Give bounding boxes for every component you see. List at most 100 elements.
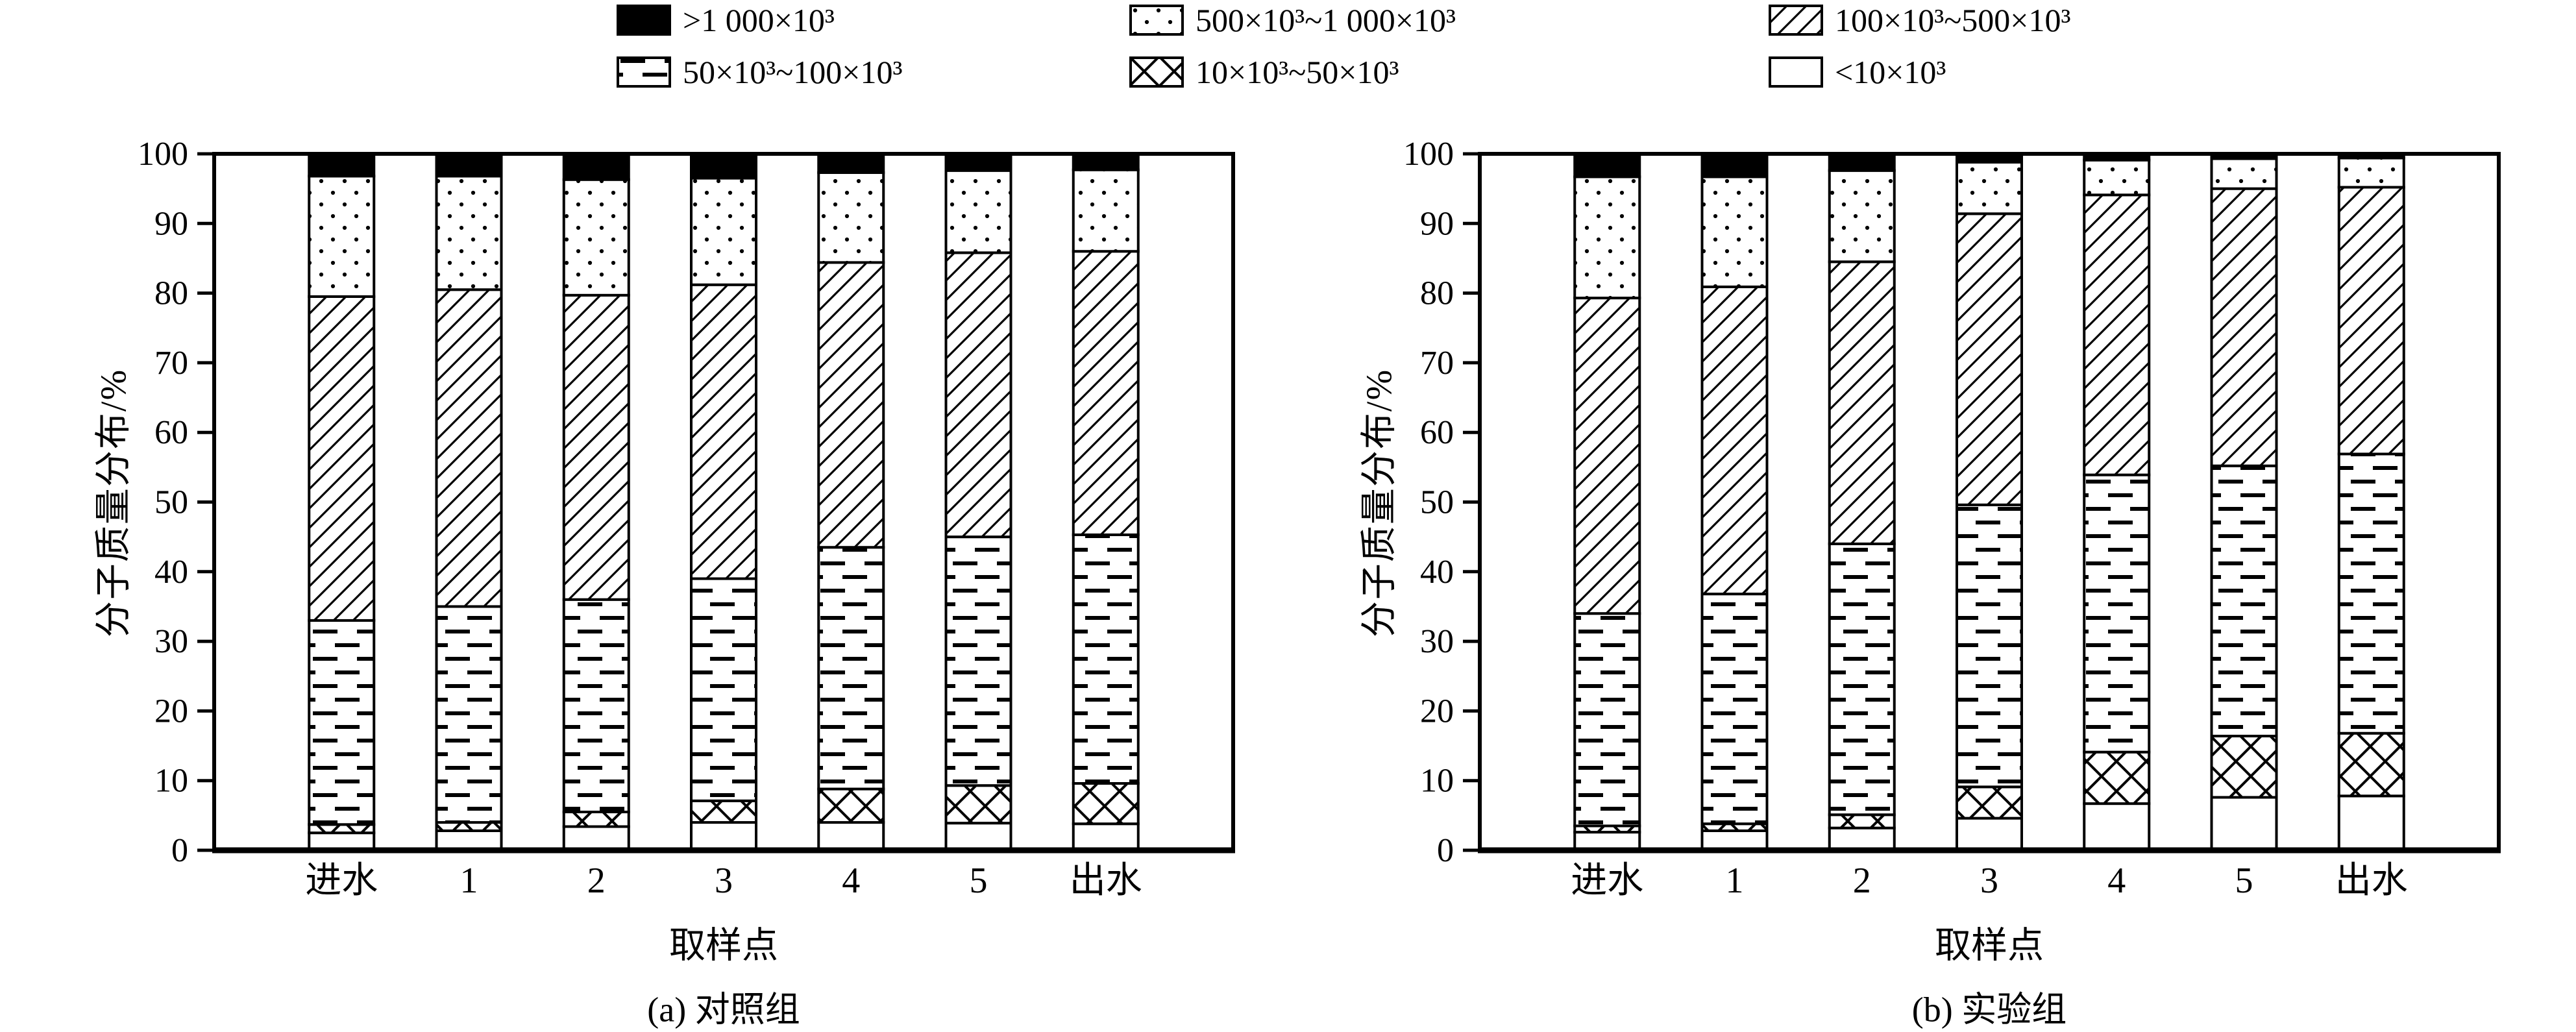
y-tick-label: 30	[1420, 623, 1454, 660]
legend-item-crosshatch: 10×10³~50×10³	[1129, 56, 1399, 88]
legend-item-dotted: 500×10³~1 000×10³	[1129, 4, 1456, 36]
legend-swatch-solid-black-icon	[617, 5, 671, 36]
segment-hatch	[435, 288, 503, 608]
legend-swatch-white-icon	[1769, 56, 1823, 88]
bar-pb-5	[2210, 153, 2278, 852]
segment-dotted	[1828, 169, 1896, 264]
segment-solid-black	[1828, 153, 1896, 172]
segment-white	[2337, 794, 2405, 852]
panel-b-experimental-group: 0 10 20 30 40 50 60 70 80 90 100 进水 1 2 3 4 5 出水 分子质量分布/%…	[1266, 0, 2576, 1032]
bar-pa-1	[435, 153, 503, 852]
segment-dashed	[944, 535, 1012, 787]
chart-b-plot: 0 10 20 30 40 50 60 70 80 90 100 进水 1 2 3 4 5 出水	[1403, 136, 2501, 901]
x-tick-label: 2	[1853, 861, 1871, 901]
caption-a: (a) 对照组	[647, 990, 800, 1029]
segment-solid-black	[690, 153, 757, 180]
bar-pb-4	[2083, 153, 2151, 852]
chart-a-plot: 0 10 20 30 40 50 60 70 80 90 100 进水 1 2 3 4 5 出水	[138, 136, 1235, 901]
segment-solid-black	[308, 153, 376, 178]
legend-label: 10×10³~50×10³	[1196, 54, 1399, 90]
x-tick-label: 5	[2235, 861, 2253, 901]
segment-dashed	[1072, 533, 1140, 785]
segment-dashed	[817, 546, 885, 791]
segment-dashed	[1700, 593, 1769, 826]
segment-dotted	[2210, 157, 2278, 190]
chart-legend: >1 000×10³ 500×10³~1 000×10³	[0, 0, 2576, 110]
segment-crosshatch	[2210, 735, 2278, 799]
segment-hatch	[2337, 186, 2405, 456]
segment-white	[1072, 822, 1140, 852]
y-tick-label: 90	[1420, 205, 1454, 242]
y-tick-label: 50	[154, 484, 188, 521]
segment-hatch	[308, 295, 376, 622]
y-tick-label: 80	[1420, 275, 1454, 312]
segment-hatch	[1072, 250, 1140, 536]
x-tick-label: 4	[2107, 861, 2126, 901]
x-axis-title-a: 取样点	[669, 926, 778, 966]
y-tick-label: 20	[154, 693, 188, 730]
segment-hatch	[562, 293, 630, 601]
segment-crosshatch	[562, 810, 630, 828]
segment-solid-black	[1573, 153, 1641, 178]
y-tick-label: 10	[154, 763, 188, 800]
y-tick-label: 60	[1420, 414, 1454, 451]
segment-dotted	[1072, 168, 1140, 253]
segment-hatch	[2210, 187, 2278, 467]
segment-white	[2210, 796, 2278, 852]
legend-swatch-hatch-icon	[1769, 5, 1823, 36]
x-tick-label: 2	[587, 861, 606, 901]
segment-crosshatch	[1956, 785, 2023, 820]
segment-dashed	[690, 577, 757, 802]
y-tick-label: 100	[1403, 136, 1454, 173]
segment-dashed	[2337, 452, 2405, 735]
segment-dotted	[1573, 175, 1641, 300]
segment-dashed	[1828, 542, 1896, 817]
segment-dotted	[562, 178, 630, 297]
x-tick-label: 出水	[2335, 861, 2408, 901]
x-axis-title-b: 取样点	[1935, 926, 2044, 966]
segment-dashed	[435, 605, 503, 824]
bars-pa: 进水 1 2 3 4 5 出水	[305, 153, 1142, 901]
x-tick-label: 进水	[1571, 861, 1643, 901]
bar-pa-6	[1072, 153, 1140, 852]
x-tick-label: 1	[460, 861, 478, 901]
legend-item-hatch: 100×10³~500×10³	[1769, 4, 2070, 36]
segment-white	[562, 825, 630, 852]
bar-pa-0	[308, 153, 376, 852]
y-tick-label: 90	[154, 205, 188, 242]
y-axis-title-b: 分子质量分布/%	[1359, 368, 1400, 638]
y-tick-label: 40	[154, 554, 188, 591]
legend-label: <10×10³	[1835, 54, 1946, 90]
segment-dashed	[1573, 612, 1641, 828]
bar-pa-3	[690, 153, 757, 852]
segment-hatch	[2083, 193, 2151, 476]
segment-dotted	[2337, 156, 2405, 189]
segment-solid-black	[562, 153, 630, 181]
x-tick-label: 1	[1726, 861, 1744, 901]
segment-dashed	[2210, 464, 2278, 738]
segment-hatch	[1828, 260, 1896, 545]
y-tick-label: 40	[1420, 554, 1454, 591]
segment-dotted	[435, 175, 503, 291]
bar-pa-5	[944, 153, 1012, 852]
caption-b: (b) 实验组	[1911, 990, 2067, 1029]
segment-crosshatch	[690, 799, 757, 824]
y-axis-title-a: 分子质量分布/%	[93, 368, 134, 638]
panel-a-control-group: 0 10 20 30 40 50 60 70 80 90 100 进水 1 2 3 4 5 出水 分子质量分布/%…	[93, 136, 1235, 1029]
segment-dotted	[690, 177, 757, 286]
segment-white	[690, 821, 757, 852]
segment-hatch	[1956, 212, 2023, 506]
y-tick-label: 80	[154, 275, 188, 312]
segment-dashed	[308, 619, 376, 826]
segment-solid-black	[1072, 153, 1140, 171]
bar-pb-1	[1700, 153, 1769, 852]
segment-white	[1828, 826, 1896, 852]
legend-swatch-dotted-icon	[1129, 5, 1184, 36]
segment-crosshatch	[1072, 781, 1140, 826]
segment-solid-black	[817, 153, 885, 174]
y-tick-label: 20	[1420, 693, 1454, 730]
x-tick-label: 3	[715, 861, 733, 901]
x-tick-label: 4	[842, 861, 860, 901]
segment-hatch	[1573, 297, 1641, 615]
y-tick-label: 70	[1420, 345, 1454, 382]
